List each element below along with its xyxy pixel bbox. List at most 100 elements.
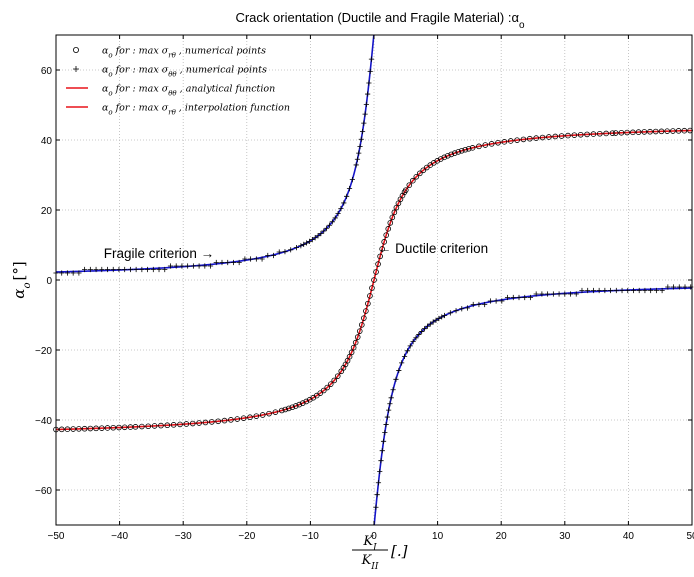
ductile-point (299, 400, 306, 406)
fragile-point (202, 263, 208, 269)
legend-label: αo for : max σθθ , numerical points (102, 65, 267, 79)
fragile-point (122, 266, 128, 273)
fragile-point (625, 287, 631, 294)
fragile-point (436, 315, 442, 322)
ductile-point (448, 151, 455, 158)
ductile-point (618, 129, 625, 136)
fragile-point (276, 249, 282, 255)
ductile-point (352, 339, 359, 346)
fragile-point (116, 266, 122, 273)
fragile-point (190, 263, 196, 269)
ductile-point (183, 421, 190, 427)
fragile-point (421, 326, 428, 332)
ductile-point (371, 277, 377, 283)
fragile-point (545, 291, 551, 297)
fragile-point (356, 150, 362, 156)
fragile-point (70, 270, 76, 276)
fragile-point (659, 287, 665, 294)
fragile-point (562, 291, 568, 297)
x-label-numerator: KI (362, 534, 377, 553)
ductile-point (393, 204, 400, 211)
x-tick-label: −20 (238, 531, 255, 542)
fragile-point (573, 291, 579, 297)
fragile-point (127, 266, 134, 273)
fragile-point (270, 252, 277, 259)
fragile-point (522, 294, 528, 301)
legend-label: αo for : max σrθ , numerical points (102, 46, 266, 60)
fragile-point (309, 237, 315, 243)
fragile-point (585, 287, 591, 294)
x-tick-label: 30 (559, 531, 571, 542)
fragile-point (630, 287, 637, 294)
fragile-point (87, 266, 93, 273)
ductile-point (346, 353, 353, 360)
fragile-point (407, 343, 413, 349)
ductile-point (389, 214, 396, 221)
fragile-point (439, 314, 445, 320)
ductile-point (158, 422, 164, 429)
ductile-point (170, 422, 177, 428)
ductile-point (356, 328, 363, 334)
fragile-point (404, 348, 410, 354)
fragile-point (470, 301, 476, 308)
ductile-curve (55, 129, 693, 431)
chart-title-subscript: o (519, 20, 525, 31)
fragile-point (375, 480, 382, 486)
fragile-point (373, 504, 379, 510)
ductile-point (81, 425, 88, 432)
fragile-point (59, 270, 65, 276)
fragile-point (344, 193, 350, 199)
ductile-point (365, 300, 371, 307)
x-label-denominator: KII (361, 553, 379, 572)
ductile-point (177, 421, 183, 428)
ductile-point (635, 129, 642, 135)
x-tick-label: −40 (111, 531, 128, 542)
ductile-point (145, 423, 152, 430)
fragile-point (539, 291, 545, 297)
ductile-point (441, 154, 448, 161)
ductile-point (259, 412, 266, 418)
fragile-point (162, 266, 168, 273)
ductile-point (552, 133, 559, 140)
ductile-point (76, 426, 82, 432)
ductile-point (272, 409, 279, 415)
fragile-point (213, 259, 219, 266)
fragile-point (504, 294, 511, 301)
ductile-point (670, 128, 676, 134)
ductile-point (317, 390, 324, 396)
fragile-point (301, 241, 307, 247)
fragile-point (602, 287, 608, 294)
ductile-point (488, 141, 495, 147)
fragile-point (236, 259, 242, 266)
ductile-point (234, 416, 241, 422)
fragile-point (653, 287, 659, 294)
ductile-point (196, 420, 202, 426)
fragile-point (648, 287, 654, 294)
fragile-point (419, 328, 425, 335)
legend-label: αo for : max σθθ , analytical function (102, 84, 275, 98)
ductile-point (116, 424, 122, 431)
fragile-point (368, 56, 375, 62)
fragile-point (324, 225, 330, 231)
ductile-point (465, 145, 472, 152)
legend-item: αo for : max σθθ , analytical function (66, 84, 275, 98)
fragile-point (361, 120, 367, 126)
y-tick-label: −20 (35, 346, 52, 357)
ductile-point (104, 425, 111, 431)
fragile-point (225, 259, 231, 266)
fragile-point (321, 228, 327, 234)
ductile-point (612, 130, 619, 136)
fragile-point (430, 319, 436, 325)
ductile-point (681, 127, 688, 134)
ductile-point (603, 130, 609, 137)
y-tick-label: 40 (41, 136, 53, 147)
fragile-point (493, 298, 499, 304)
ductile-point (383, 232, 390, 238)
fragile-point (329, 219, 335, 225)
x-tick-label: 0 (371, 531, 377, 542)
fragile-point (427, 321, 433, 327)
ductile-point (292, 403, 299, 409)
fragile-point (382, 430, 388, 436)
legend-label: αo for : max σrθ , interpolation functio… (102, 103, 290, 117)
fragile-point (665, 284, 671, 290)
